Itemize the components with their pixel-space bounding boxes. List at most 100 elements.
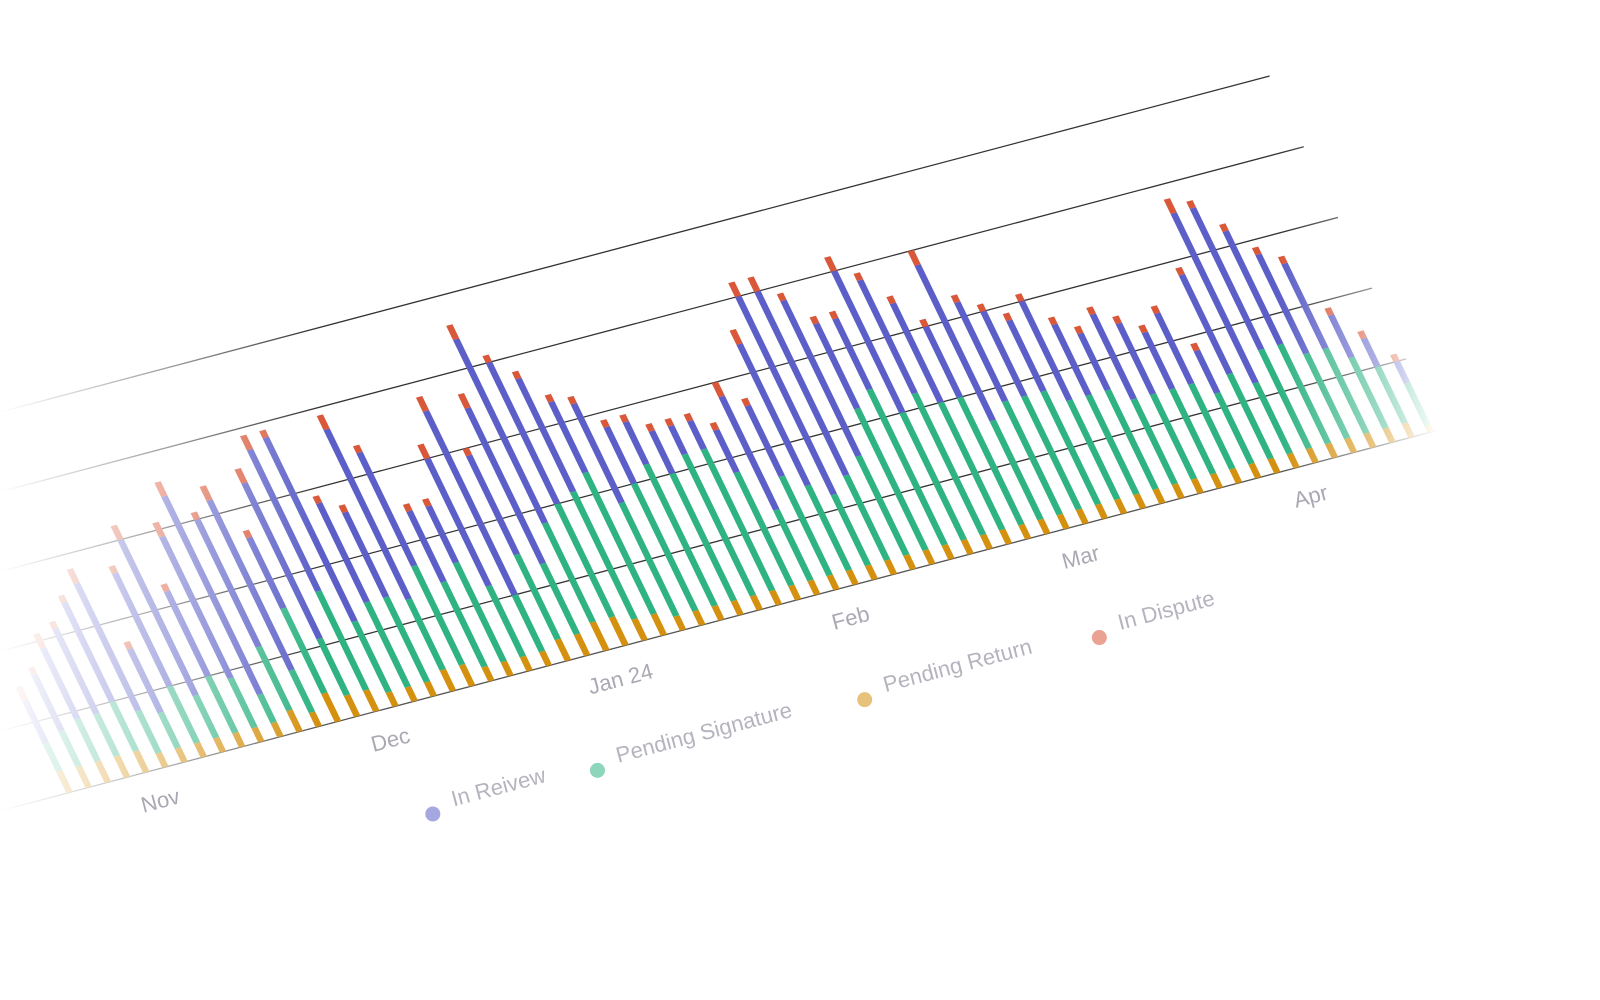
bar-segment: [744, 404, 785, 478]
bar-segment: [1186, 200, 1196, 209]
bar-segment: [1357, 330, 1367, 340]
bar-segment: [1190, 342, 1200, 352]
bar-segment: [161, 495, 264, 696]
bar-segment: [1047, 316, 1058, 326]
bar-segment: [903, 554, 917, 570]
bar-segment: [286, 709, 303, 733]
bar-segment: [1327, 314, 1355, 359]
bar-segment: [1168, 388, 1217, 475]
bar-segment: [709, 421, 720, 431]
bar-segment: [1252, 381, 1293, 455]
bar-segment: [74, 717, 101, 762]
bar-segment: [15, 685, 29, 702]
bar-segment: [711, 604, 725, 621]
bar-segment: [809, 315, 820, 325]
bar-segment: [425, 505, 460, 564]
bar-segment: [1002, 312, 1013, 322]
bar-segment: [452, 338, 549, 524]
bar-segment: [645, 423, 655, 432]
bar-segment: [681, 453, 757, 597]
bar-segment: [519, 655, 533, 672]
bar-segment: [618, 501, 680, 617]
bar-segment: [1112, 315, 1122, 325]
bar-segment: [22, 699, 49, 744]
x-tick-label: Mar: [1059, 540, 1102, 574]
bar-segment: [1133, 493, 1147, 510]
plot: [0, 76, 1440, 816]
bar-segment: [648, 430, 676, 475]
legend-swatch: [589, 762, 605, 778]
bar-segment: [1085, 394, 1140, 495]
bar-segment: [989, 419, 1044, 521]
bar-segment: [1344, 437, 1358, 454]
bar-segment: [415, 396, 430, 412]
bar-segment: [485, 584, 527, 658]
bar-segment: [1152, 488, 1166, 505]
bar-segment: [424, 457, 492, 587]
bar-segment: [569, 490, 638, 620]
bar-segment: [1150, 305, 1161, 314]
bar-segment: [163, 590, 212, 677]
bar-segment: [567, 395, 577, 405]
bar-segment: [481, 665, 495, 682]
bar-segment: [1073, 325, 1084, 335]
bar-segment: [669, 472, 737, 602]
bar-segment: [1094, 503, 1109, 520]
bar-segment: [1006, 319, 1047, 392]
bar-segment: [193, 741, 207, 758]
bar-segment: [600, 419, 610, 428]
bar-segment: [1277, 255, 1288, 265]
bar-segment: [251, 726, 265, 743]
bar-segment: [1382, 427, 1396, 444]
bar-segment: [573, 633, 591, 657]
bar-segment: [511, 370, 522, 380]
bar-segment: [513, 553, 561, 641]
bar-segment: [94, 760, 112, 784]
bar-segment: [232, 731, 246, 748]
x-tick-label: Dec: [368, 723, 412, 757]
bar-segment: [570, 402, 625, 504]
bar-segment: [1149, 393, 1198, 480]
bar-segment: [700, 448, 776, 592]
bar-segment: [773, 508, 814, 582]
bar-segment: [157, 711, 181, 749]
x-tick-label: Feb: [829, 601, 872, 635]
bar-segment: [511, 594, 546, 653]
bar-segment: [1267, 457, 1281, 474]
bar-segment: [1348, 356, 1389, 429]
bar-segment: [539, 562, 581, 636]
bar-segment: [1018, 300, 1073, 402]
bar-segment: [864, 564, 878, 581]
bar-segment: [66, 568, 80, 585]
bar-segment: [1086, 306, 1096, 316]
bar-segment: [768, 589, 783, 606]
bar-segment: [1229, 467, 1243, 484]
bar-segment: [856, 279, 918, 395]
bar-segment: [382, 596, 431, 683]
bar-segment: [206, 499, 295, 671]
x-tick-label: Jan 24: [585, 658, 655, 699]
bar-segment: [1324, 442, 1339, 459]
bar-segment: [1066, 399, 1121, 501]
bar-segment: [813, 322, 861, 410]
bar-segment: [321, 692, 342, 723]
bar-segment: [886, 295, 897, 305]
bar-segment: [1424, 424, 1434, 433]
bar-segment: [422, 410, 518, 596]
bar-segment: [1193, 349, 1221, 394]
bar-segment: [27, 666, 38, 676]
bar-segment: [482, 354, 493, 364]
bar-segment: [57, 594, 68, 604]
bar-segment: [132, 750, 150, 773]
bar-segment: [749, 594, 763, 611]
bar-segment: [108, 565, 119, 574]
bar-segment: [1251, 246, 1262, 256]
bar-segment: [754, 290, 850, 477]
bar-segment: [1188, 383, 1236, 470]
bar-segment: [194, 518, 262, 648]
bar-segment: [1077, 332, 1111, 391]
labels: Nov Dec Jan 24 Feb Mar Apr In Reivew Pending Si…: [138, 480, 1330, 822]
bar-segment: [160, 583, 171, 593]
